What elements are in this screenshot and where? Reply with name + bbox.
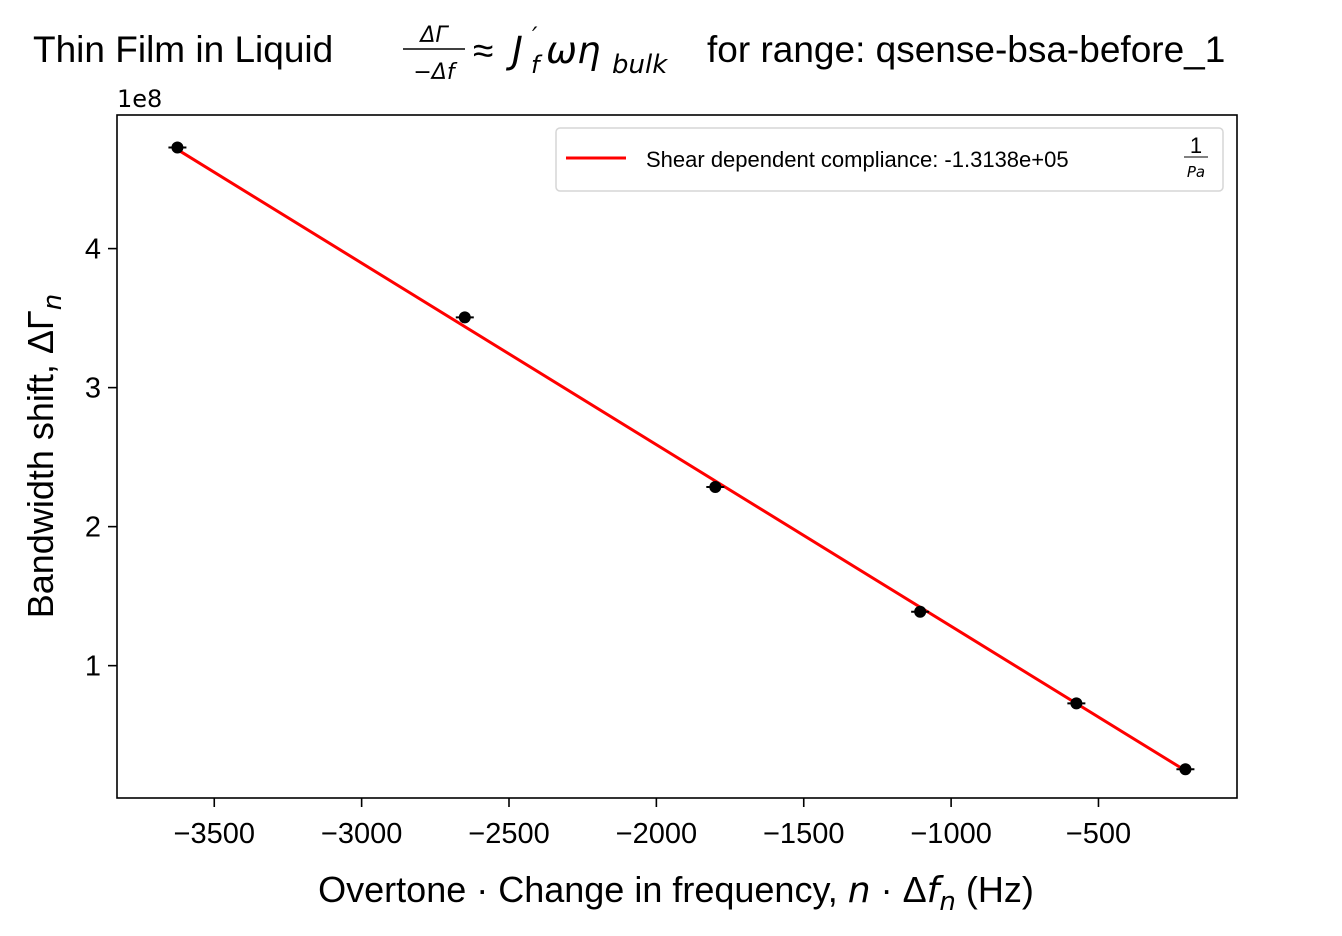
y-tick-label: 2: [85, 512, 101, 544]
data-point: [1070, 697, 1083, 710]
x-tick-label: −3000: [321, 818, 402, 850]
x-axis-label: Overtone · Change in frequency, n · Δfn …: [318, 869, 1034, 917]
x-axis-ticks: −3500 −3000 −2500 −2000 −1500 −1000 −500: [174, 798, 1131, 850]
fit-line: [172, 145, 1187, 772]
title-eta-sub: bulk: [612, 50, 668, 80]
svg-text:Bandwidth shift, ΔΓn: Bandwidth shift, ΔΓn: [20, 294, 68, 619]
title-j-sub: f: [531, 51, 543, 79]
legend-frac-den: Pa: [1187, 163, 1205, 181]
y-tick-label: 4: [85, 234, 101, 266]
data-point: [914, 605, 927, 618]
data-point: [458, 311, 471, 324]
title-frac-num: ΔΓ: [418, 23, 449, 48]
title-j: J: [505, 29, 523, 72]
title-approx: ≈: [473, 30, 493, 71]
legend: Shear dependent compliance: -1.3138e+05 …: [555, 127, 1224, 192]
x-label-text: Overtone · Change in frequency,: [318, 869, 848, 910]
y-axis-label: Bandwidth shift, ΔΓn: [20, 294, 68, 619]
data-point: [1179, 763, 1192, 776]
x-tick-label: −1000: [910, 818, 991, 850]
axes-frame: [116, 114, 1238, 799]
y-offset-text: 1e8: [117, 85, 162, 113]
data-point: [171, 141, 184, 154]
svg-text:Overtone · Change in frequency: Overtone · Change in frequency, n · Δfn …: [318, 869, 1034, 917]
y-label-text: Bandwidth shift,: [20, 354, 61, 618]
legend-frame: [555, 127, 1224, 192]
x-label-dot: · Δ: [871, 869, 927, 910]
y-label-sub: n: [38, 294, 68, 310]
data-point: [709, 481, 722, 494]
title-suffix: for range: qsense-bsa-before_1: [707, 29, 1225, 70]
title-j-prime: ′: [532, 22, 538, 50]
x-tick-label: −2000: [616, 818, 697, 850]
x-label-n: n: [848, 870, 871, 911]
y-tick-label: 1: [85, 651, 101, 683]
x-label-unit: (Hz): [956, 869, 1034, 910]
x-tick-label: −2500: [468, 818, 549, 850]
x-tick-label: −500: [1066, 818, 1131, 850]
title-frac-den: −Δf: [413, 60, 457, 85]
series-layer: [168, 141, 1195, 776]
title-prefix: Thin Film in Liquid: [33, 29, 333, 70]
title-omega-eta: ωη: [546, 29, 600, 72]
chart-title: Thin Film in Liquid ΔΓ −Δf ≈ J ′ f ωη bu…: [33, 22, 1225, 85]
legend-label: Shear dependent compliance: -1.3138e+05: [646, 147, 1069, 172]
y-label-sym: ΔΓ: [20, 310, 61, 354]
y-tick-label: 3: [85, 373, 101, 405]
legend-frac-num: 1: [1190, 133, 1202, 158]
x-tick-label: −1500: [763, 818, 844, 850]
y-axis-ticks: 1 2 3 4: [85, 234, 117, 683]
x-tick-label: −3500: [174, 818, 255, 850]
x-label-sub: n: [939, 887, 955, 917]
